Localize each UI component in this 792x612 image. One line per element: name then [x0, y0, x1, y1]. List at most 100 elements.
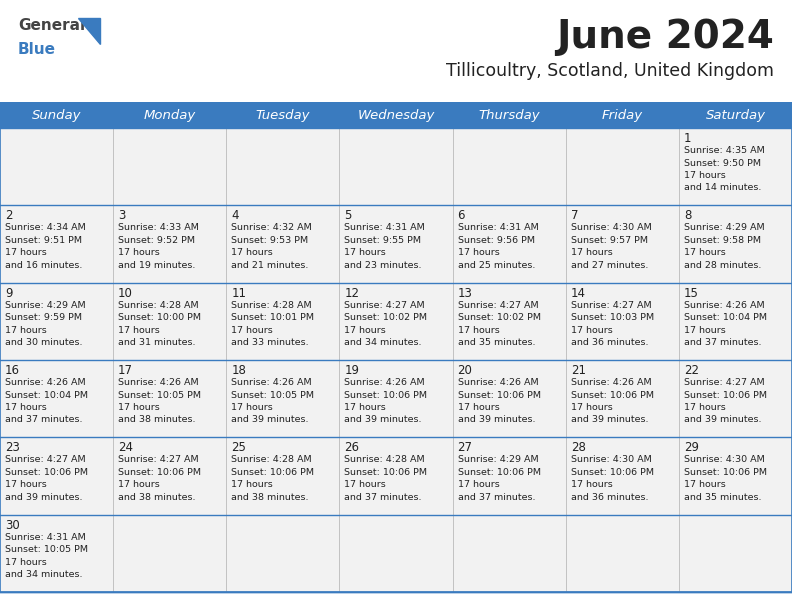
Text: and 37 minutes.: and 37 minutes. [458, 493, 535, 502]
Text: 17 hours: 17 hours [683, 403, 725, 412]
Text: 10: 10 [118, 286, 133, 300]
Text: 17 hours: 17 hours [118, 248, 160, 257]
Text: Sunrise: 4:28 AM: Sunrise: 4:28 AM [231, 455, 312, 465]
Text: 17 hours: 17 hours [571, 248, 612, 257]
Text: 23: 23 [5, 441, 20, 454]
Text: and 34 minutes.: and 34 minutes. [5, 570, 82, 579]
Text: Sunrise: 4:31 AM: Sunrise: 4:31 AM [345, 223, 425, 233]
Text: Sunset: 10:02 PM: Sunset: 10:02 PM [458, 313, 541, 322]
Text: and 31 minutes.: and 31 minutes. [118, 338, 196, 347]
Text: and 38 minutes.: and 38 minutes. [118, 416, 196, 425]
Text: 17: 17 [118, 364, 133, 377]
Text: 17 hours: 17 hours [683, 326, 725, 335]
Text: Sunset: 10:05 PM: Sunset: 10:05 PM [231, 390, 314, 400]
Text: 17 hours: 17 hours [345, 248, 386, 257]
Text: and 33 minutes.: and 33 minutes. [231, 338, 309, 347]
Text: Sunrise: 4:26 AM: Sunrise: 4:26 AM [345, 378, 425, 387]
Text: and 39 minutes.: and 39 minutes. [345, 416, 422, 425]
Text: 24: 24 [118, 441, 133, 454]
Text: Sunday: Sunday [32, 108, 82, 122]
Text: 17 hours: 17 hours [5, 326, 47, 335]
Text: 16: 16 [5, 364, 20, 377]
Text: and 28 minutes.: and 28 minutes. [683, 261, 761, 270]
Text: 18: 18 [231, 364, 246, 377]
Text: and 39 minutes.: and 39 minutes. [5, 493, 82, 502]
Text: Sunset: 9:59 PM: Sunset: 9:59 PM [5, 313, 82, 322]
Text: Sunset: 10:06 PM: Sunset: 10:06 PM [683, 390, 767, 400]
Text: 13: 13 [458, 286, 473, 300]
Text: 17 hours: 17 hours [5, 480, 47, 490]
Text: 17 hours: 17 hours [458, 403, 499, 412]
Text: 19: 19 [345, 364, 360, 377]
Text: Sunset: 10:02 PM: Sunset: 10:02 PM [345, 313, 428, 322]
Text: and 38 minutes.: and 38 minutes. [231, 493, 309, 502]
Text: Sunset: 10:06 PM: Sunset: 10:06 PM [458, 390, 541, 400]
Text: and 21 minutes.: and 21 minutes. [231, 261, 309, 270]
Text: and 37 minutes.: and 37 minutes. [5, 416, 82, 425]
Text: Friday: Friday [602, 108, 643, 122]
Text: Sunset: 10:06 PM: Sunset: 10:06 PM [458, 468, 541, 477]
Text: Sunset: 10:04 PM: Sunset: 10:04 PM [5, 390, 88, 400]
Text: 17 hours: 17 hours [683, 480, 725, 490]
Text: and 19 minutes.: and 19 minutes. [118, 261, 196, 270]
Text: 22: 22 [683, 364, 699, 377]
Text: Sunset: 10:05 PM: Sunset: 10:05 PM [118, 390, 201, 400]
Text: 5: 5 [345, 209, 352, 222]
Text: Tillicoultry, Scotland, United Kingdom: Tillicoultry, Scotland, United Kingdom [446, 62, 774, 80]
Text: Sunset: 9:56 PM: Sunset: 9:56 PM [458, 236, 535, 245]
Polygon shape [78, 18, 100, 44]
Text: Monday: Monday [143, 108, 196, 122]
Text: Sunset: 10:05 PM: Sunset: 10:05 PM [5, 545, 88, 554]
Text: 17 hours: 17 hours [458, 326, 499, 335]
Text: and 36 minutes.: and 36 minutes. [571, 338, 648, 347]
Text: Sunset: 10:06 PM: Sunset: 10:06 PM [571, 468, 653, 477]
Text: Sunrise: 4:26 AM: Sunrise: 4:26 AM [458, 378, 539, 387]
Text: and 39 minutes.: and 39 minutes. [458, 416, 535, 425]
Text: Sunset: 10:01 PM: Sunset: 10:01 PM [231, 313, 314, 322]
Text: 17 hours: 17 hours [571, 326, 612, 335]
Text: and 39 minutes.: and 39 minutes. [571, 416, 648, 425]
Text: Sunset: 10:06 PM: Sunset: 10:06 PM [345, 390, 428, 400]
Text: 20: 20 [458, 364, 473, 377]
Text: Sunrise: 4:29 AM: Sunrise: 4:29 AM [683, 223, 764, 233]
Text: and 39 minutes.: and 39 minutes. [683, 416, 761, 425]
Text: Sunset: 10:06 PM: Sunset: 10:06 PM [5, 468, 88, 477]
Text: Sunrise: 4:28 AM: Sunrise: 4:28 AM [118, 300, 199, 310]
Text: Sunrise: 4:27 AM: Sunrise: 4:27 AM [118, 455, 199, 465]
Text: 21: 21 [571, 364, 586, 377]
Text: Sunrise: 4:27 AM: Sunrise: 4:27 AM [458, 300, 539, 310]
Text: 29: 29 [683, 441, 699, 454]
Text: 28: 28 [571, 441, 585, 454]
Text: 17 hours: 17 hours [231, 326, 273, 335]
Text: Sunrise: 4:27 AM: Sunrise: 4:27 AM [683, 378, 764, 387]
Text: 4: 4 [231, 209, 238, 222]
Text: Sunrise: 4:28 AM: Sunrise: 4:28 AM [345, 455, 425, 465]
Text: 17 hours: 17 hours [5, 248, 47, 257]
Text: Sunrise: 4:26 AM: Sunrise: 4:26 AM [5, 378, 86, 387]
Text: 17 hours: 17 hours [458, 480, 499, 490]
Text: and 35 minutes.: and 35 minutes. [458, 338, 535, 347]
Text: Sunset: 10:00 PM: Sunset: 10:00 PM [118, 313, 201, 322]
Text: and 37 minutes.: and 37 minutes. [683, 338, 761, 347]
Text: and 38 minutes.: and 38 minutes. [118, 493, 196, 502]
Text: Sunset: 10:06 PM: Sunset: 10:06 PM [683, 468, 767, 477]
Text: and 27 minutes.: and 27 minutes. [571, 261, 648, 270]
Text: Sunset: 9:55 PM: Sunset: 9:55 PM [345, 236, 421, 245]
Text: Sunset: 9:52 PM: Sunset: 9:52 PM [118, 236, 195, 245]
Text: Sunset: 9:53 PM: Sunset: 9:53 PM [231, 236, 308, 245]
Text: Sunrise: 4:30 AM: Sunrise: 4:30 AM [683, 455, 764, 465]
Text: Sunset: 9:51 PM: Sunset: 9:51 PM [5, 236, 82, 245]
Text: and 30 minutes.: and 30 minutes. [5, 338, 82, 347]
Text: Sunset: 10:06 PM: Sunset: 10:06 PM [231, 468, 314, 477]
Text: and 37 minutes.: and 37 minutes. [345, 493, 422, 502]
Text: and 35 minutes.: and 35 minutes. [683, 493, 761, 502]
Text: and 25 minutes.: and 25 minutes. [458, 261, 535, 270]
Text: Sunrise: 4:26 AM: Sunrise: 4:26 AM [683, 300, 764, 310]
Text: Blue: Blue [18, 42, 56, 57]
Text: Sunrise: 4:27 AM: Sunrise: 4:27 AM [345, 300, 425, 310]
Text: 11: 11 [231, 286, 246, 300]
Text: Sunset: 10:03 PM: Sunset: 10:03 PM [571, 313, 654, 322]
Text: Sunset: 10:06 PM: Sunset: 10:06 PM [345, 468, 428, 477]
Text: Sunset: 9:58 PM: Sunset: 9:58 PM [683, 236, 761, 245]
Text: 17 hours: 17 hours [118, 403, 160, 412]
